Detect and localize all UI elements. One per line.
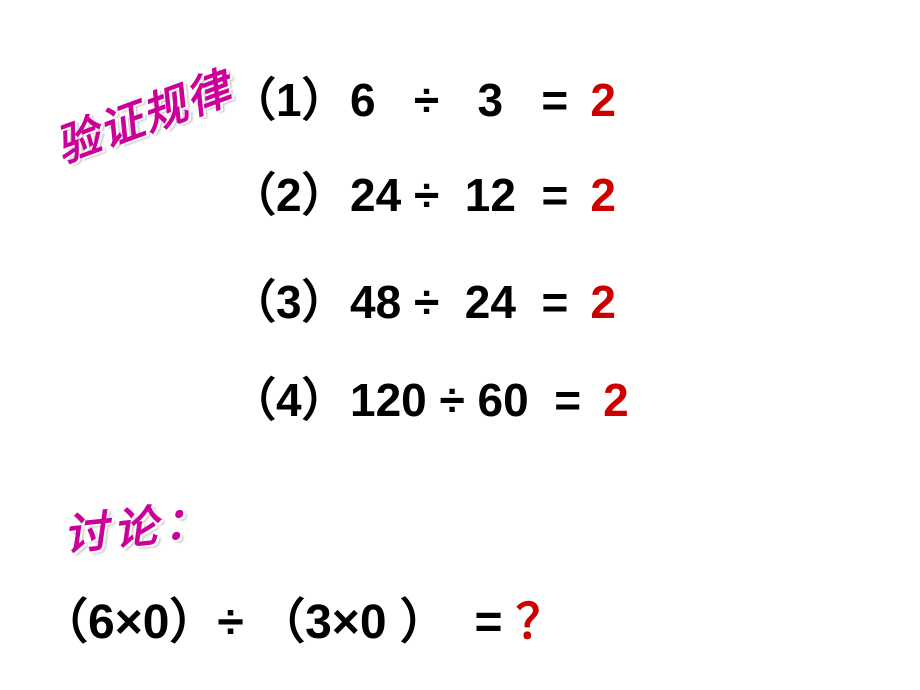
eq-answer: 2 (603, 360, 629, 440)
eq-answer: 2 (590, 60, 616, 140)
equation-row-4: （4） 120 ÷ 60 = 2 (230, 360, 850, 440)
heading-discuss: 讨论： (60, 484, 216, 563)
eq-expression: 120 ÷ 60 = (350, 360, 581, 440)
equation-row-1: （1） 6 ÷ 3 = 2 (230, 60, 850, 140)
eq-index: （3） (230, 262, 350, 342)
equation-row-2: （2） 24 ÷ 12 = 2 (230, 155, 850, 235)
question-equation: （6×0）÷ （3×0 ） = ？ (40, 582, 564, 652)
eq-expression: 24 ÷ 12 = (350, 155, 568, 235)
question-mark: ？ (516, 596, 564, 649)
equation-row-3: （3） 48 ÷ 24 = 2 (230, 262, 850, 342)
eq-answer: 2 (590, 262, 616, 342)
eq-answer: 2 (590, 155, 616, 235)
slide: 验证规律 （1） 6 ÷ 3 = 2 （2） 24 ÷ 12 = 2 （3） 4… (0, 0, 920, 690)
question-expression: （6×0）÷ （3×0 ） = (40, 596, 516, 649)
eq-expression: 48 ÷ 24 = (350, 262, 568, 342)
eq-index: （4） (230, 360, 350, 440)
eq-index: （2） (230, 155, 350, 235)
eq-expression: 6 ÷ 3 = (350, 60, 568, 140)
eq-index: （1） (230, 60, 350, 140)
heading-verify: 验证规律 (45, 52, 240, 175)
